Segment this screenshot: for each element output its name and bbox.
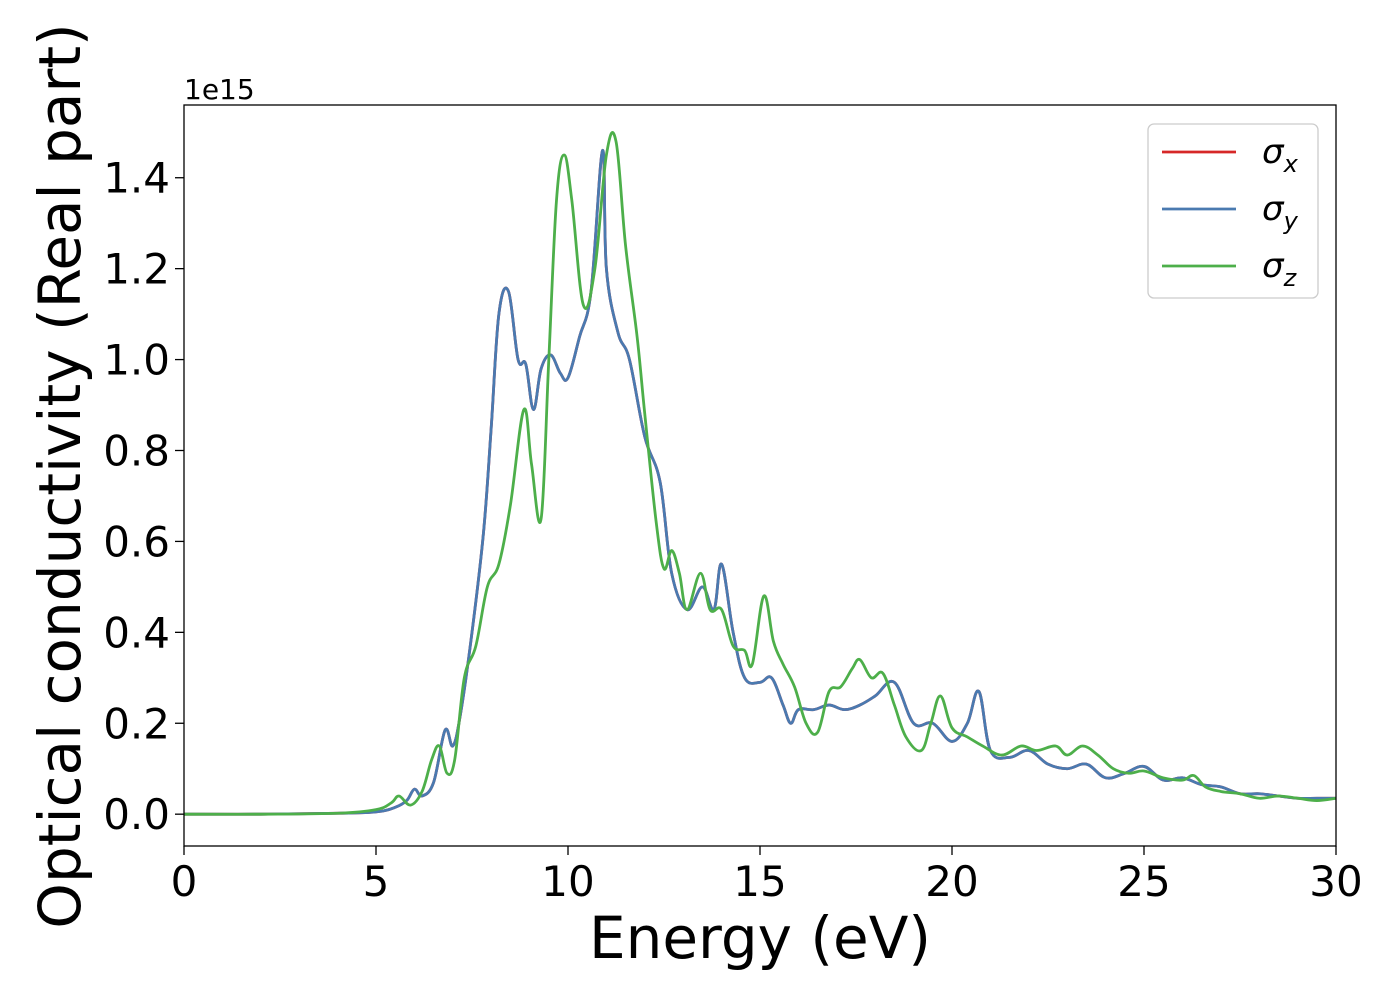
y-axis: 0.0 0.2 0.4 0.6 0.8 1.0 1.2 1.4 <box>103 154 184 839</box>
y-tick-label: 0.4 <box>103 608 170 657</box>
y-offset-label: 1e15 <box>184 73 255 106</box>
y-axis-title: Optical conductivity (Real part) <box>26 23 94 928</box>
x-tick-label: 30 <box>1309 857 1362 906</box>
x-tick-label: 10 <box>541 857 594 906</box>
plot-area-background <box>184 105 1336 846</box>
y-tick-label: 0.6 <box>103 517 170 566</box>
y-tick-label: 1.0 <box>103 336 170 385</box>
x-tick-label: 15 <box>733 857 786 906</box>
legend-box <box>1147 123 1319 299</box>
y-tick-label: 1.4 <box>103 154 170 203</box>
x-tick-label: 25 <box>1117 857 1170 906</box>
legend-subscript: z <box>1283 264 1298 292</box>
legend-label-y: σy <box>1262 189 1299 235</box>
x-tick-label: 0 <box>171 857 198 906</box>
y-tick-label: 0.8 <box>103 426 170 475</box>
x-axis: 0 5 10 15 20 25 30 <box>171 846 1363 906</box>
y-tick-label: 0.2 <box>103 699 170 748</box>
x-tick-label: 20 <box>925 857 978 906</box>
legend-subscript: y <box>1283 207 1299 235</box>
y-tick-label: 0.0 <box>103 790 170 839</box>
legend-subscript: x <box>1283 150 1299 178</box>
y-tick-label: 1.2 <box>103 245 170 294</box>
x-axis-title: Energy (eV) <box>589 904 931 972</box>
x-tick-label: 5 <box>363 857 390 906</box>
series-layer <box>184 131 1336 816</box>
series-line-y <box>184 149 1336 816</box>
series-line-z <box>184 131 1336 816</box>
